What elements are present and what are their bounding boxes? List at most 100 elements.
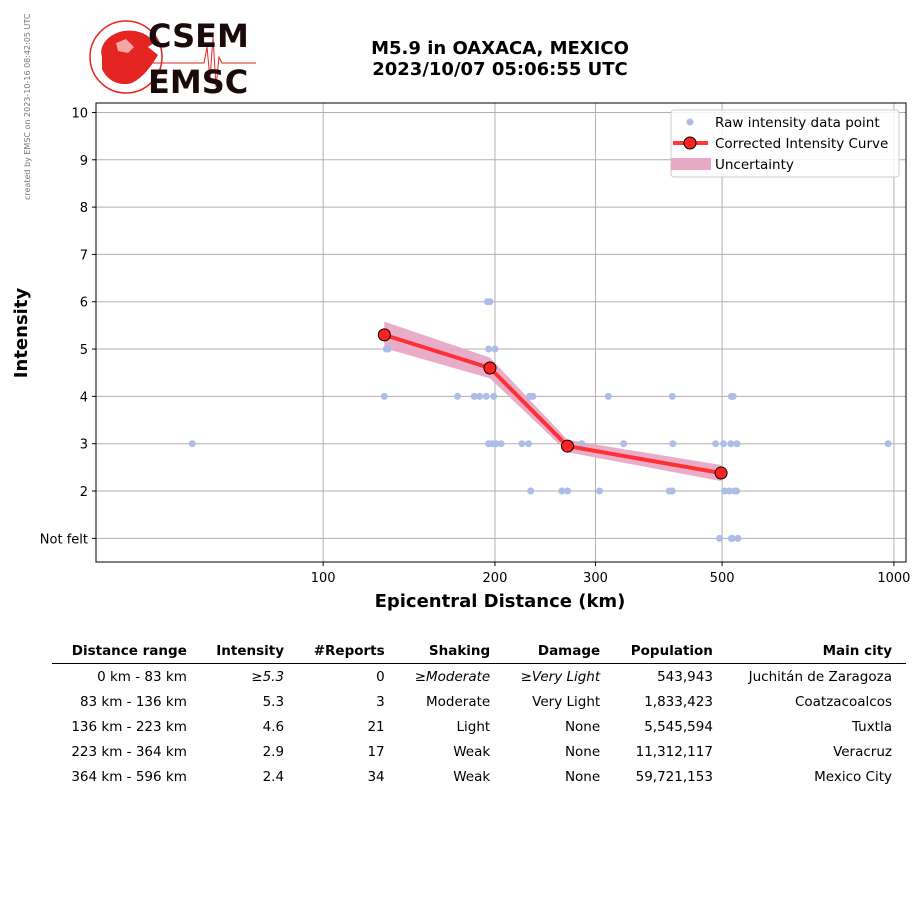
legend-raw-marker xyxy=(686,118,694,126)
raw-data-point xyxy=(668,392,676,400)
grid xyxy=(96,103,906,562)
cell-shaking: Light xyxy=(456,718,491,735)
raw-data-point xyxy=(454,392,462,400)
raw-data-point xyxy=(734,534,742,542)
cell-population: 5,545,594 xyxy=(644,718,713,735)
cell-intensity: 2.4 xyxy=(262,768,285,785)
cell-city: Coatzacoalcos xyxy=(794,693,892,710)
cell-distance: 83 km - 136 km xyxy=(79,693,187,710)
cell-damage: None xyxy=(564,768,601,785)
uncertainty-area xyxy=(384,321,722,482)
y-axis-label: Intensity xyxy=(11,288,32,379)
x-tick-label: 500 xyxy=(710,571,735,586)
cell-reports: 21 xyxy=(367,718,385,735)
legend: Raw intensity data point Corrected Inten… xyxy=(670,109,900,178)
raw-data-point xyxy=(492,440,500,448)
raw-data-point xyxy=(497,440,505,448)
curve-point xyxy=(561,439,575,453)
legend-uncertainty-swatch xyxy=(671,158,711,170)
x-tick-label: 1000 xyxy=(877,571,910,586)
legend-raw-label: Raw intensity data point xyxy=(715,115,880,131)
raw-data-point xyxy=(729,392,737,400)
table-row: 0 km - 83 km ≥5.3 0 ≥Moderate ≥Very Ligh… xyxy=(52,664,906,690)
raw-data-point xyxy=(720,440,728,448)
table-row: 83 km - 136 km 5.3 3 Moderate Very Light… xyxy=(52,689,906,714)
x-tick-label: 100 xyxy=(311,571,336,586)
legend-uncertainty-label: Uncertainty xyxy=(715,157,794,173)
raw-data-point xyxy=(620,440,628,448)
cell-shaking: Weak xyxy=(453,768,491,785)
cell-shaking: Weak xyxy=(453,743,491,760)
cell-damage: None xyxy=(564,718,601,735)
y-tick-label: 4 xyxy=(80,390,88,405)
cell-distance: 364 km - 596 km xyxy=(71,768,187,785)
cell-shaking: Moderate xyxy=(425,693,491,710)
raw-data-point xyxy=(470,392,478,400)
chart-title: M5.9 in OAXACA, MEXICO 2023/10/07 05:06:… xyxy=(330,38,670,80)
curve-point xyxy=(483,361,497,375)
col-main-city: Main city xyxy=(726,640,906,664)
raw-data-point xyxy=(727,440,735,448)
title-event: M5.9 in OAXACA, MEXICO xyxy=(371,38,629,59)
raw-data-point xyxy=(721,487,729,495)
curve-point xyxy=(714,466,728,480)
title-datetime: 2023/10/07 05:06:55 UTC xyxy=(372,59,628,80)
raw-data-point xyxy=(604,392,612,400)
y-tick-label: 3 xyxy=(80,438,88,453)
raw-data-point xyxy=(380,392,388,400)
raw-data-point xyxy=(558,487,566,495)
intensity-chart: 100 200 300 500 1000 Not felt 2 3 4 5 6 7 8 9 10 Epice… xyxy=(11,102,911,612)
cell-population: 11,312,117 xyxy=(635,743,713,760)
summary-table: Distance range Intensity #Reports Shakin… xyxy=(52,640,906,789)
raw-data-point xyxy=(669,440,677,448)
cell-reports: 3 xyxy=(376,693,385,710)
cell-city: Juchitán de Zaragoza xyxy=(748,668,892,685)
raw-data-point xyxy=(486,298,494,306)
y-tick-label: 2 xyxy=(80,485,88,500)
emsc-logo: CSEM EMSC xyxy=(89,17,256,99)
raw-data-point xyxy=(485,345,493,353)
y-tick-label: 9 xyxy=(80,154,88,169)
cell-city: Mexico City xyxy=(814,768,892,785)
uncertainty-band xyxy=(384,321,722,482)
cell-population: 1,833,423 xyxy=(644,693,713,710)
raw-data-point xyxy=(733,487,741,495)
col-population: Population xyxy=(614,640,727,664)
raw-data-point xyxy=(733,440,741,448)
cell-distance: 223 km - 364 km xyxy=(71,743,187,760)
cell-population: 59,721,153 xyxy=(635,768,713,785)
cell-city: Tuxtla xyxy=(851,718,892,735)
raw-data-point xyxy=(529,392,537,400)
col-damage: Damage xyxy=(504,640,615,664)
y-tick-label: 6 xyxy=(80,296,88,311)
raw-data-point xyxy=(712,440,720,448)
raw-data-point xyxy=(525,440,533,448)
raw-data-point xyxy=(884,440,892,448)
legend-box xyxy=(670,109,900,178)
y-tick-label: 8 xyxy=(80,201,88,216)
table-header-row: Distance range Intensity #Reports Shakin… xyxy=(52,640,906,664)
col-distance-range: Distance range xyxy=(52,640,201,664)
x-tick-label: 300 xyxy=(583,571,608,586)
cell-intensity: 4.6 xyxy=(262,718,285,735)
cell-reports: 0 xyxy=(376,668,385,685)
col-shaking: Shaking xyxy=(398,640,505,664)
x-axis-label: Epicentral Distance (km) xyxy=(375,591,626,612)
cell-intensity: 5.3 xyxy=(262,693,285,710)
cell-reports: 17 xyxy=(367,743,385,760)
corrected-curve xyxy=(377,328,728,480)
x-tick-label: 200 xyxy=(483,571,508,586)
raw-data-point xyxy=(188,440,196,448)
raw-data-point xyxy=(518,440,526,448)
legend-curve-label: Corrected Intensity Curve xyxy=(715,136,888,152)
curve-point xyxy=(377,328,391,342)
raw-data-point xyxy=(564,487,572,495)
ticks: 100 200 300 500 1000 Not felt 2 3 4 5 6 7 8 9 10 xyxy=(40,106,911,586)
raw-data-point xyxy=(728,534,736,542)
raw-data-point xyxy=(527,487,535,495)
cell-intensity: 2.9 xyxy=(262,743,285,760)
cell-damage: ≥Very Light xyxy=(520,668,601,685)
raw-data-point xyxy=(384,345,392,353)
raw-data-point xyxy=(490,392,498,400)
raw-data-point xyxy=(491,345,499,353)
